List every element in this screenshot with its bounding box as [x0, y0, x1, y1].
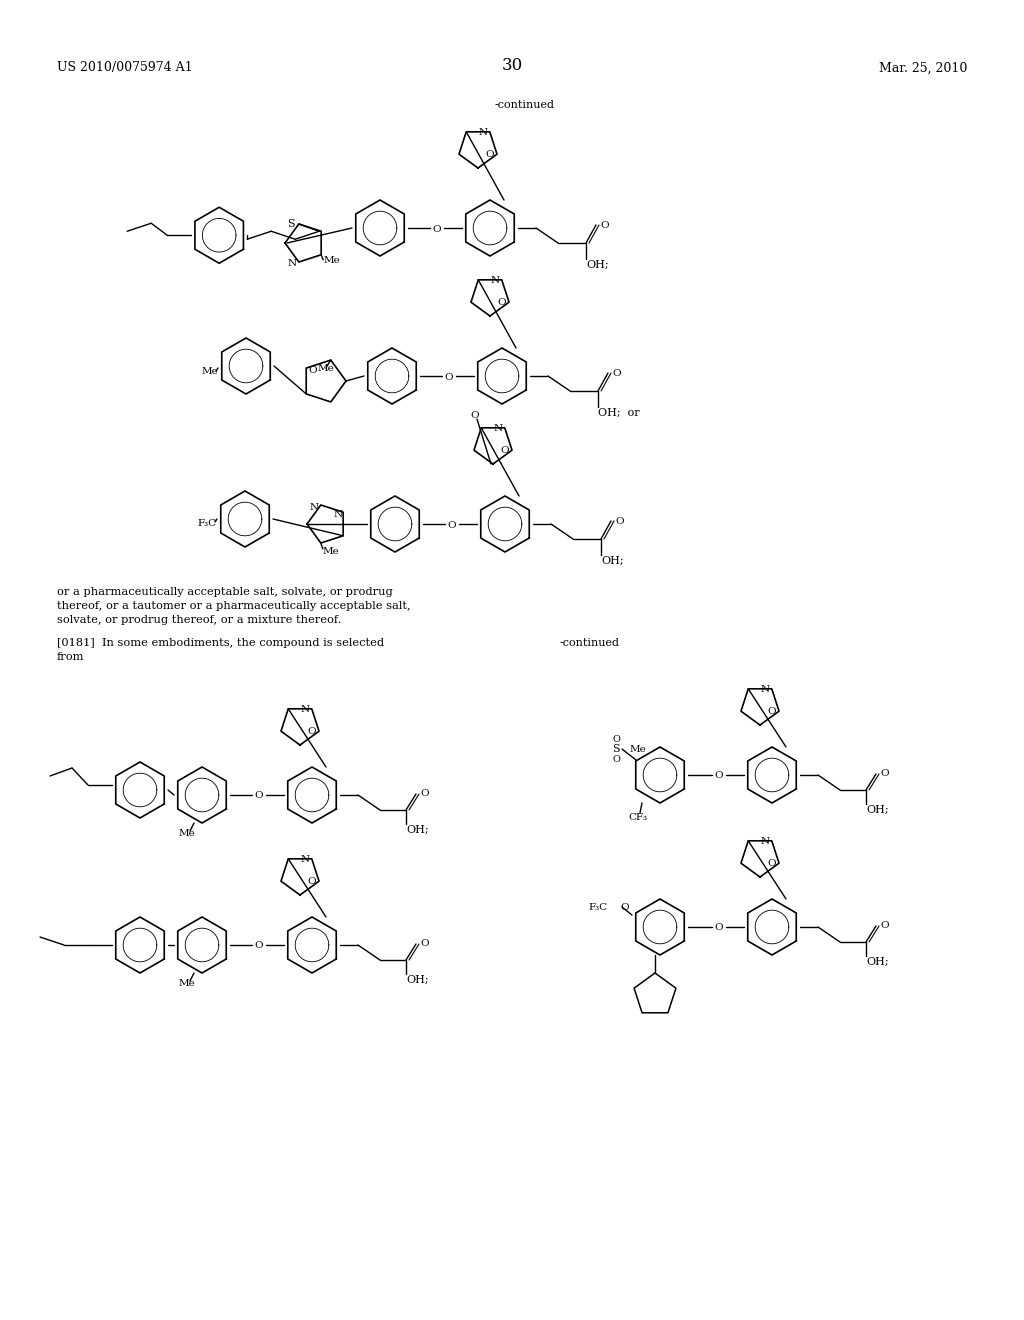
Text: Me: Me: [178, 978, 196, 987]
Text: OH;: OH;: [406, 975, 429, 985]
Text: O: O: [308, 366, 316, 375]
Text: N: N: [494, 424, 503, 433]
Text: thereof, or a tautomer or a pharmaceutically acceptable salt,: thereof, or a tautomer or a pharmaceutic…: [57, 601, 411, 611]
Text: [0181]  In some embodiments, the compound is selected: [0181] In some embodiments, the compound…: [57, 638, 384, 648]
Text: O: O: [768, 859, 776, 867]
Text: N: N: [761, 685, 770, 694]
Text: N: N: [478, 128, 487, 137]
Text: O: O: [420, 789, 429, 799]
Text: O: O: [307, 727, 316, 735]
Text: O: O: [501, 446, 509, 454]
Text: N: N: [309, 503, 318, 512]
Text: Me: Me: [178, 829, 196, 837]
Text: from: from: [57, 652, 85, 663]
Text: CF₃: CF₃: [629, 813, 647, 821]
Text: O: O: [715, 771, 723, 780]
Text: O: O: [880, 921, 889, 931]
Text: O: O: [600, 220, 608, 230]
Text: 30: 30: [502, 57, 522, 74]
Text: O: O: [255, 941, 263, 950]
Text: N: N: [301, 855, 309, 865]
Text: O: O: [471, 412, 479, 421]
Text: OH;: OH;: [866, 805, 889, 814]
Text: S: S: [287, 219, 295, 228]
Text: O: O: [444, 372, 454, 381]
Text: OH;: OH;: [586, 260, 608, 271]
Text: Me: Me: [323, 546, 340, 556]
Text: or a pharmaceutically acceptable salt, solvate, or prodrug: or a pharmaceutically acceptable salt, s…: [57, 587, 393, 597]
Text: O: O: [420, 940, 429, 949]
Text: O: O: [307, 876, 316, 886]
Text: S: S: [612, 744, 620, 754]
Text: N: N: [301, 705, 309, 714]
Text: O: O: [447, 520, 457, 529]
Text: O: O: [433, 224, 441, 234]
Text: N: N: [288, 259, 297, 268]
Text: Me: Me: [202, 367, 218, 375]
Text: O: O: [485, 149, 495, 158]
Text: Me: Me: [317, 363, 334, 372]
Text: O: O: [498, 298, 506, 306]
Text: US 2010/0075974 A1: US 2010/0075974 A1: [57, 62, 193, 74]
Text: OH;: OH;: [866, 957, 889, 968]
Text: F₃C: F₃C: [589, 903, 608, 912]
Text: O: O: [715, 924, 723, 932]
Text: Me: Me: [630, 744, 647, 754]
Text: O: O: [612, 755, 620, 763]
Text: O: O: [255, 792, 263, 800]
Text: N: N: [761, 837, 770, 846]
Text: O: O: [615, 516, 624, 525]
Text: N: N: [490, 276, 500, 285]
Text: OH;  or: OH; or: [598, 408, 640, 418]
Text: Mar. 25, 2010: Mar. 25, 2010: [879, 62, 967, 74]
Text: O: O: [880, 770, 889, 779]
Text: O: O: [612, 734, 620, 743]
Text: N: N: [334, 511, 343, 519]
Text: O: O: [612, 368, 621, 378]
Text: -continued: -continued: [560, 638, 620, 648]
Text: O: O: [621, 903, 630, 912]
Text: Me: Me: [324, 256, 340, 265]
Text: F₃C: F₃C: [198, 519, 217, 528]
Text: O: O: [768, 706, 776, 715]
Text: OH;: OH;: [601, 556, 624, 566]
Text: OH;: OH;: [406, 825, 429, 836]
Text: -continued: -continued: [495, 100, 555, 110]
Text: solvate, or prodrug thereof, or a mixture thereof.: solvate, or prodrug thereof, or a mixtur…: [57, 615, 341, 624]
